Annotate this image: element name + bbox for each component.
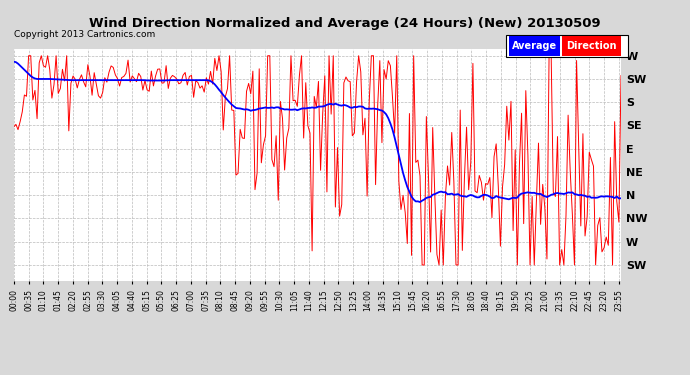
Text: Copyright 2013 Cartronics.com: Copyright 2013 Cartronics.com — [14, 30, 155, 39]
Text: Direction: Direction — [566, 41, 617, 51]
Text: Wind Direction Normalized and Average (24 Hours) (New) 20130509: Wind Direction Normalized and Average (2… — [89, 17, 601, 30]
Text: Average: Average — [512, 41, 557, 51]
